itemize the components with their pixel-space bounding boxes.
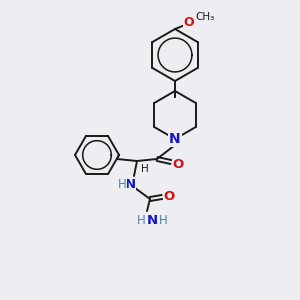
Text: N: N xyxy=(169,132,181,146)
Text: N: N xyxy=(146,214,158,227)
Text: CH₃: CH₃ xyxy=(195,12,214,22)
Text: N: N xyxy=(124,178,136,190)
Text: O: O xyxy=(172,158,184,170)
Text: H: H xyxy=(141,164,149,174)
Text: H: H xyxy=(136,214,146,227)
Text: H: H xyxy=(118,178,126,190)
Text: O: O xyxy=(164,190,175,203)
Text: H: H xyxy=(159,214,167,227)
Text: O: O xyxy=(184,16,194,28)
